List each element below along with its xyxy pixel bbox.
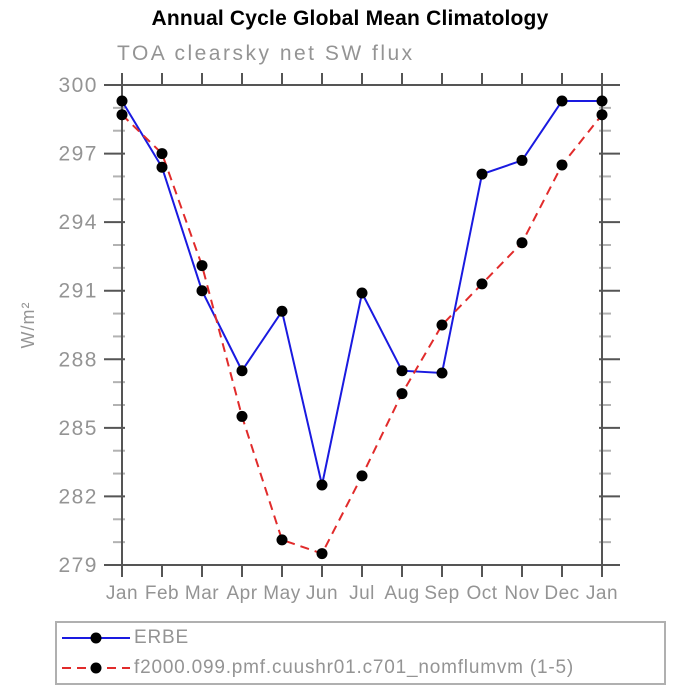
data-point-marker [196, 260, 208, 272]
data-point-marker [276, 305, 288, 317]
data-point-marker [156, 161, 168, 173]
x-axis-tick-label: Mar [185, 583, 219, 604]
legend-item-erbe: ERBE [60, 625, 664, 651]
plot-area: 279 282 285 288 291 294 297 300 Jan Feb Mar Apr May J… [18, 73, 620, 604]
data-point-marker [316, 548, 328, 560]
data-point-marker [196, 285, 208, 297]
data-point-marker [596, 109, 608, 121]
legend: ERBE f2000.099.pmf.cuushr01.c701_nomflum… [55, 621, 666, 685]
x-axis-tick-label: Apr [226, 583, 257, 604]
y-axis-title: W/m² [18, 302, 38, 349]
x-axis-tick-label: Jun [306, 583, 338, 604]
data-point-marker [556, 95, 568, 107]
data-point-marker [116, 95, 128, 107]
y-axis-tick-label: 300 [58, 74, 98, 97]
data-point-marker [116, 109, 128, 121]
x-axis-tick-label: Sep [424, 583, 459, 604]
x-axis-tick-label: May [263, 583, 300, 604]
data-point-marker [396, 388, 408, 400]
y-axis-tick-label: 282 [58, 485, 98, 508]
y-axis-tick-label: 294 [58, 211, 98, 234]
data-point-marker [556, 159, 568, 171]
chart-title: Annual Cycle Global Mean Climatology [151, 7, 549, 30]
x-axis-tick-label: Jan [106, 583, 138, 604]
data-point-marker [316, 479, 328, 491]
legend-item-model: f2000.099.pmf.cuushr01.c701_nomflumvm (1… [60, 655, 664, 681]
model-line-sample-icon [62, 662, 130, 674]
data-point-marker [476, 278, 488, 290]
x-axis-tick-label: Jan [586, 583, 618, 604]
legend-label-erbe: ERBE [134, 627, 189, 648]
legend-label-model: f2000.099.pmf.cuushr01.c701_nomflumvm (1… [134, 657, 574, 678]
data-point-marker [436, 367, 448, 379]
data-point-marker [156, 148, 168, 160]
data-point-marker [236, 410, 248, 422]
y-axis-tick-label: 288 [58, 348, 98, 371]
y-axis-tick-label: 285 [58, 417, 98, 440]
x-axis-tick-label: Nov [504, 583, 539, 604]
x-axis-tick-label: Feb [145, 583, 179, 604]
y-axis-tick-label: 297 [58, 143, 98, 166]
data-point-marker [236, 365, 248, 377]
data-point-marker [476, 168, 488, 180]
data-point-marker [436, 319, 448, 331]
y-axis-tick-label: 279 [58, 554, 98, 577]
data-point-marker [596, 95, 608, 107]
series-line-model [121, 113, 603, 555]
x-axis-tick-label: Jul [349, 583, 375, 604]
data-point-marker [396, 365, 408, 377]
y-axis-tick-label: 291 [58, 280, 98, 303]
data-point-marker [356, 287, 368, 299]
data-point-marker [276, 534, 288, 546]
data-point-marker [356, 470, 368, 482]
plot-frame [121, 84, 603, 566]
erbe-line-sample-icon [62, 632, 130, 644]
x-axis-tick-label: Aug [384, 583, 419, 604]
x-axis-tick-label: Dec [544, 583, 579, 604]
x-axis-tick-label: Oct [466, 583, 497, 604]
data-point-marker [516, 237, 528, 249]
data-point-marker [516, 154, 528, 166]
chart-subtitle: TOA clearsky net SW flux [117, 42, 415, 65]
